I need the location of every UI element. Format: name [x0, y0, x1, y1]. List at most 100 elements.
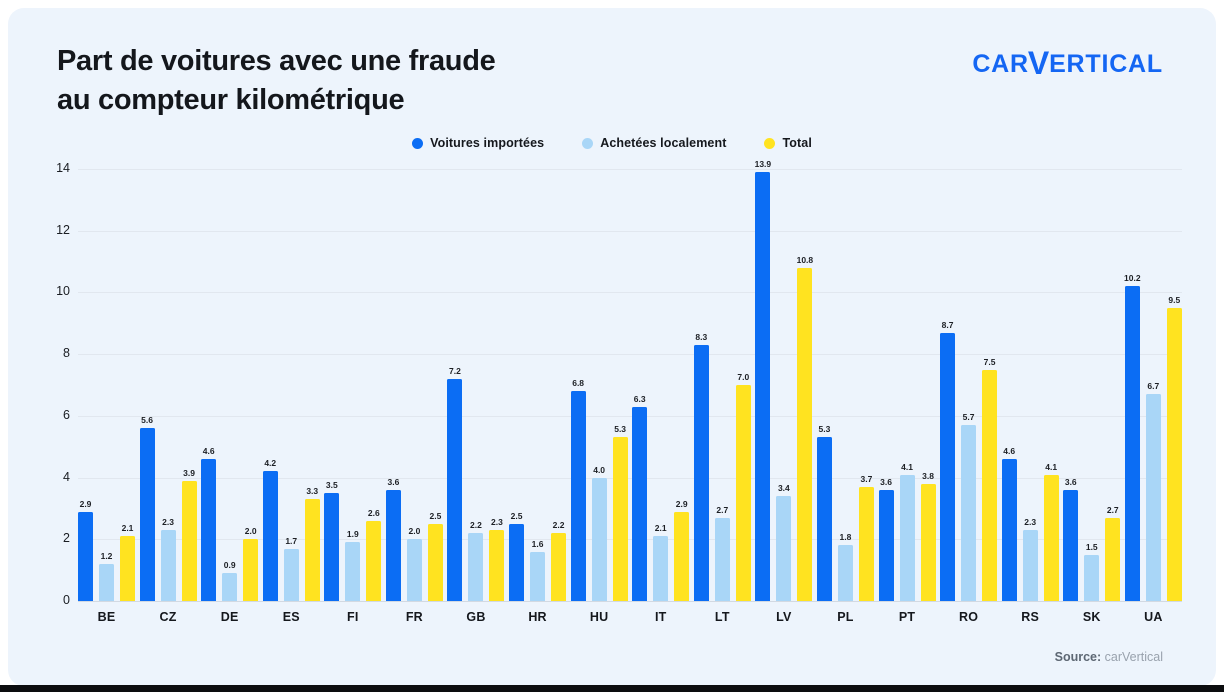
bar [632, 406, 648, 601]
bar-wrapper: 2.9 [78, 499, 93, 601]
bar-wrapper: 2.3 [160, 517, 176, 601]
bar-groups-container: 2.9 1.2 2.1 BE 5.6 2.3 3.9 CZ 4.6 0.9 2.0 DE 4.2 1.7 3… [78, 159, 1182, 624]
bar-wrapper: 2.2 [551, 520, 567, 601]
bar-wrapper: 5.7 [961, 412, 977, 601]
bar-wrapper: 9.5 [1166, 295, 1182, 601]
bar [570, 391, 586, 601]
bar-value-label: 0.9 [223, 560, 236, 571]
bar-wrapper: 2.5 [509, 511, 525, 601]
source-label: Source: [1054, 650, 1102, 664]
bar-value-label: 6.8 [572, 378, 585, 389]
y-axis-tick-label: 2 [63, 531, 70, 546]
bar [776, 496, 792, 601]
x-axis-tick-label: UA [1144, 610, 1163, 624]
bar [1022, 530, 1038, 601]
bar [304, 499, 320, 601]
bar [674, 511, 690, 601]
y-axis-tick-label: 4 [63, 469, 70, 484]
legend-color-dot-icon [412, 137, 424, 149]
bar-value-label: 8.7 [941, 319, 954, 330]
bar-value-label: 5.6 [141, 415, 153, 426]
bar-wrapper: 3.8 [920, 471, 936, 601]
bar [816, 437, 832, 601]
bar-value-label: 3.9 [183, 467, 195, 478]
grid-line [78, 539, 1182, 541]
bar [653, 536, 669, 601]
bar-wrapper: 1.9 [345, 529, 361, 601]
bar-value-label: 1.9 [346, 529, 359, 540]
logo-text-ertical: ERTICAL [1049, 50, 1163, 78]
bar [1105, 517, 1121, 601]
legend-color-dot-icon [764, 137, 776, 149]
bar-value-label: 7.5 [983, 356, 996, 367]
bar [243, 539, 259, 601]
bar-value-label: 4.0 [593, 464, 606, 475]
bar-wrapper: 5.3 [612, 424, 628, 601]
bar-wrapper: 8.3 [693, 332, 709, 601]
bar-group-pt: 3.6 4.1 3.8 PT [878, 169, 936, 624]
bar-value-label: 3.6 [387, 476, 400, 487]
bar [427, 523, 443, 601]
logo-v-checkmark: V [1027, 45, 1051, 81]
bar [345, 542, 361, 601]
bar [940, 332, 956, 601]
bar-wrapper: 4.6 [1001, 446, 1017, 601]
bar-value-label: 2.2 [552, 520, 565, 531]
bar [201, 459, 217, 601]
bar-value-label: 2.7 [716, 504, 729, 515]
bar [99, 563, 114, 601]
bar-value-label: 2.5 [429, 510, 442, 521]
x-axis-tick-label: RO [959, 610, 979, 624]
bar [509, 523, 525, 601]
bar-wrapper: 8.7 [940, 320, 956, 601]
bar [591, 477, 607, 601]
bar-group-fr: 3.6 2.0 2.5 FR [385, 169, 443, 624]
bar-value-label: 2.9 [675, 498, 688, 509]
bar-value-label: 1.7 [285, 535, 298, 546]
bar-value-label: 4.6 [202, 446, 215, 457]
bar-value-label: 2.7 [1106, 504, 1119, 515]
bar-wrapper: 7.0 [735, 372, 751, 601]
chart-legend: Voitures importées Achetées localement Tot… [0, 136, 1224, 150]
bar-value-label: 3.8 [922, 470, 934, 481]
bar [693, 344, 709, 601]
bar [1001, 459, 1017, 601]
legend-color-dot-icon [582, 137, 594, 149]
bar-value-label: 1.2 [100, 550, 113, 561]
bar-value-label: 10.2 [1124, 273, 1141, 284]
bar-wrapper: 2.0 [243, 526, 259, 601]
x-axis-tick-label: IT [654, 610, 667, 624]
bar [858, 486, 874, 601]
bar-group-ro: 8.7 5.7 7.5 RO [940, 169, 998, 624]
bar [283, 548, 299, 601]
bar-group-hu: 6.8 4.0 5.3 HU [570, 169, 628, 624]
bar-value-label: 2.3 [1024, 517, 1037, 528]
bar-wrapper: 2.1 [653, 523, 669, 601]
bar-value-label: 3.5 [325, 480, 338, 490]
bar [1043, 474, 1059, 601]
bar-value-label: 5.3 [614, 424, 627, 435]
bar [406, 539, 422, 601]
bar [1124, 286, 1140, 601]
bar-value-label: 6.7 [1147, 381, 1160, 392]
bar-value-label: 2.1 [121, 523, 134, 534]
bar-value-label: 2.0 [408, 526, 421, 537]
bar-wrapper: 1.7 [283, 536, 299, 601]
x-axis-tick-label: PL [837, 610, 854, 624]
bar-value-label: 6.3 [633, 393, 646, 404]
bar [385, 489, 401, 601]
legend-label: Total [782, 136, 812, 150]
x-axis-tick-label: GB [466, 610, 486, 624]
x-axis-tick-label: PT [898, 610, 916, 624]
bar-value-label: 7.0 [737, 372, 750, 382]
x-axis-tick-label: ES [282, 610, 300, 624]
bar-group-it: 6.3 2.1 2.9 IT [632, 169, 690, 624]
grid-line [78, 230, 1182, 232]
bar-wrapper: 4.2 [262, 458, 278, 601]
bar-value-label: 13.9 [754, 159, 772, 170]
bar-wrapper: 3.6 [385, 477, 401, 601]
bar-value-label: 10.8 [796, 254, 814, 265]
bar [837, 545, 853, 601]
bar [1084, 554, 1100, 601]
bar-wrapper: 7.5 [982, 357, 998, 601]
